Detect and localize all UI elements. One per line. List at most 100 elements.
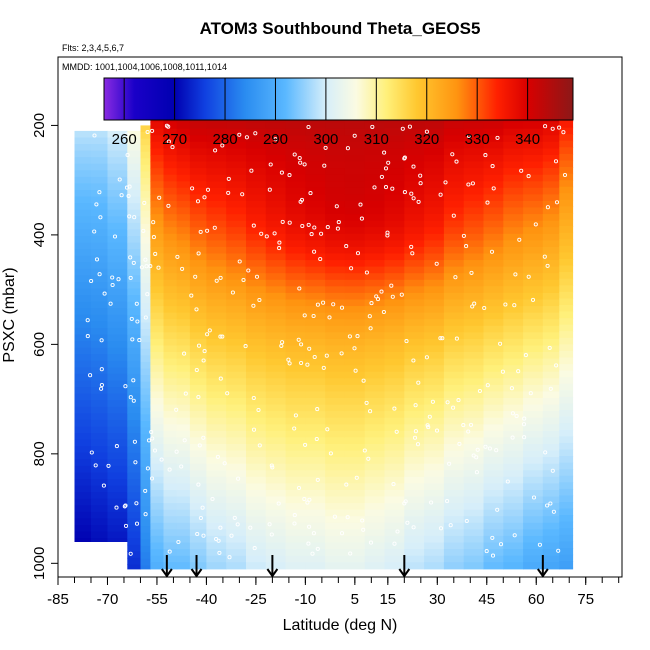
heatmap-cell (74, 282, 92, 290)
heatmap-cell (206, 371, 227, 379)
heatmap-cell (127, 137, 142, 145)
heatmap-cell (176, 253, 191, 261)
heatmap-cell (424, 312, 445, 320)
sample-point (531, 495, 537, 500)
heatmap-cell (206, 332, 227, 340)
heatmap-cell (206, 535, 227, 544)
heatmap-cell (542, 384, 560, 393)
heatmap-cell (176, 503, 191, 511)
heatmap-cell (163, 207, 178, 215)
sample-point (416, 380, 421, 385)
sample-point (251, 427, 257, 432)
sample-point (516, 369, 521, 374)
sample-point (395, 529, 400, 534)
heatmap-cell (91, 321, 109, 329)
heatmap-cell (189, 496, 207, 504)
heatmap-cell (74, 308, 92, 316)
heatmap-cell (176, 201, 191, 209)
heatmap-cell (325, 352, 346, 360)
heatmap-cell (285, 292, 306, 301)
heatmap-cell (503, 319, 524, 327)
sample-point (112, 234, 118, 239)
heatmap-cell (305, 549, 326, 557)
sample-point (454, 159, 459, 164)
heatmap-cell (523, 187, 544, 195)
heatmap-cell (424, 437, 445, 445)
heatmap-cell (542, 365, 560, 373)
heatmap-cell (107, 380, 128, 388)
heatmap-cell (189, 260, 207, 268)
heatmap-cell (107, 268, 128, 276)
heatmap-cell (384, 417, 405, 425)
heatmap-cell (74, 387, 92, 395)
sample-point (528, 391, 533, 396)
heatmap-cell (107, 525, 128, 533)
sample-point (418, 173, 423, 178)
heatmap-cell (176, 319, 191, 327)
heatmap-cell (523, 516, 544, 524)
sample-point (240, 192, 245, 197)
heatmap-cell (226, 148, 247, 156)
sample-point (296, 485, 302, 491)
heatmap-cell (163, 391, 178, 399)
sample-point (375, 297, 381, 302)
heatmap-cell (285, 155, 306, 163)
sample-point (500, 369, 505, 374)
heatmap-column (523, 109, 544, 570)
heatmap-cell (305, 476, 326, 484)
heatmap-cell (176, 299, 191, 307)
heatmap-cell (325, 312, 346, 320)
sample-point (461, 233, 466, 238)
heatmap-cell (384, 424, 405, 432)
heatmap-cell (424, 345, 445, 353)
heatmap-cell (107, 433, 128, 441)
heatmap-cell (265, 516, 287, 524)
heatmap-cell (206, 338, 227, 347)
heatmap-cell (463, 437, 485, 445)
heatmap-cell (483, 345, 504, 353)
heatmap-cell (140, 348, 151, 356)
heatmap-cell (176, 345, 191, 353)
heatmap-cell (246, 457, 267, 465)
heatmap-cell (463, 562, 485, 570)
heatmap-cell (176, 411, 191, 419)
heatmap-cell (127, 236, 142, 244)
sample-point (229, 533, 234, 538)
heatmap-cell (384, 128, 405, 136)
heatmap-cell (542, 404, 560, 412)
heatmap-cell (189, 555, 207, 563)
heatmap-cell (483, 286, 504, 294)
heatmap-cell (483, 122, 504, 130)
heatmap-cell (189, 542, 207, 550)
heatmap-cell (206, 273, 227, 281)
sample-point (125, 152, 130, 158)
heatmap-cell (140, 223, 151, 232)
sample-point (472, 301, 477, 306)
heatmap-cell (384, 227, 405, 235)
sample-point (102, 291, 107, 296)
heatmap-cell (384, 463, 405, 471)
heatmap-cell (344, 352, 366, 360)
heatmap-cell (74, 465, 92, 474)
heatmap-cell (305, 207, 326, 215)
heatmap-cell (226, 365, 247, 373)
heatmap-cell (91, 170, 109, 178)
heatmap-cell (107, 426, 128, 434)
heatmap-cell (503, 378, 524, 386)
heatmap-cell (559, 213, 574, 221)
sample-point (548, 386, 553, 391)
heatmap-cell (246, 444, 267, 452)
sample-point (101, 483, 106, 488)
heatmap-cell (463, 135, 485, 143)
heatmap-cell (325, 444, 346, 452)
heatmap-cell (424, 148, 445, 156)
heatmap-cell (559, 567, 574, 570)
heatmap-cell (246, 535, 267, 544)
x-tick-label: -25 (245, 591, 267, 608)
heatmap-cell (176, 450, 191, 458)
heatmap-cell (265, 273, 287, 281)
heatmap-cell (140, 355, 151, 363)
heatmap-cell (246, 201, 267, 209)
heatmap-cell (364, 398, 386, 406)
heatmap-cell (226, 325, 247, 333)
